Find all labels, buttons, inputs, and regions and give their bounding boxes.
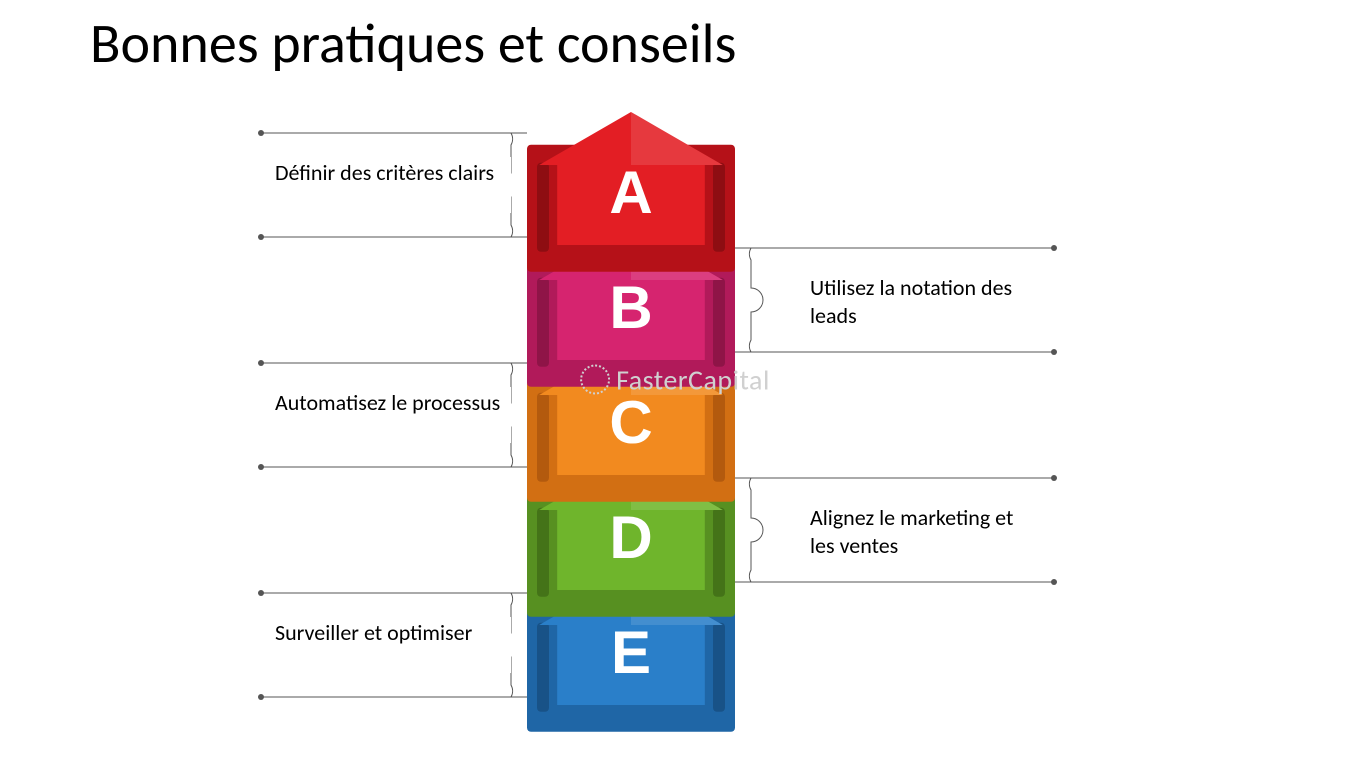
page-title: Bonnes pratiques et conseils [90,10,736,78]
svg-text:E: E [611,619,651,686]
diagram-svg: EDCBA [0,0,1350,759]
callout-label: Surveiller et optimiser [275,619,505,647]
arrow-block-A: A [527,112,735,272]
callout-label: Alignez le marketing et les ventes [810,504,1040,559]
svg-text:C: C [609,389,652,456]
infographic-stage: Bonnes pratiques et conseils EDCBA Faste… [0,0,1350,759]
callout-label: Automatisez le processus [275,389,505,417]
svg-text:B: B [609,274,652,341]
callout-label: Utilisez la notation des leads [810,274,1040,329]
callout-label: Définir des critères clairs [275,159,505,187]
svg-text:A: A [609,159,652,226]
svg-text:D: D [609,504,652,571]
